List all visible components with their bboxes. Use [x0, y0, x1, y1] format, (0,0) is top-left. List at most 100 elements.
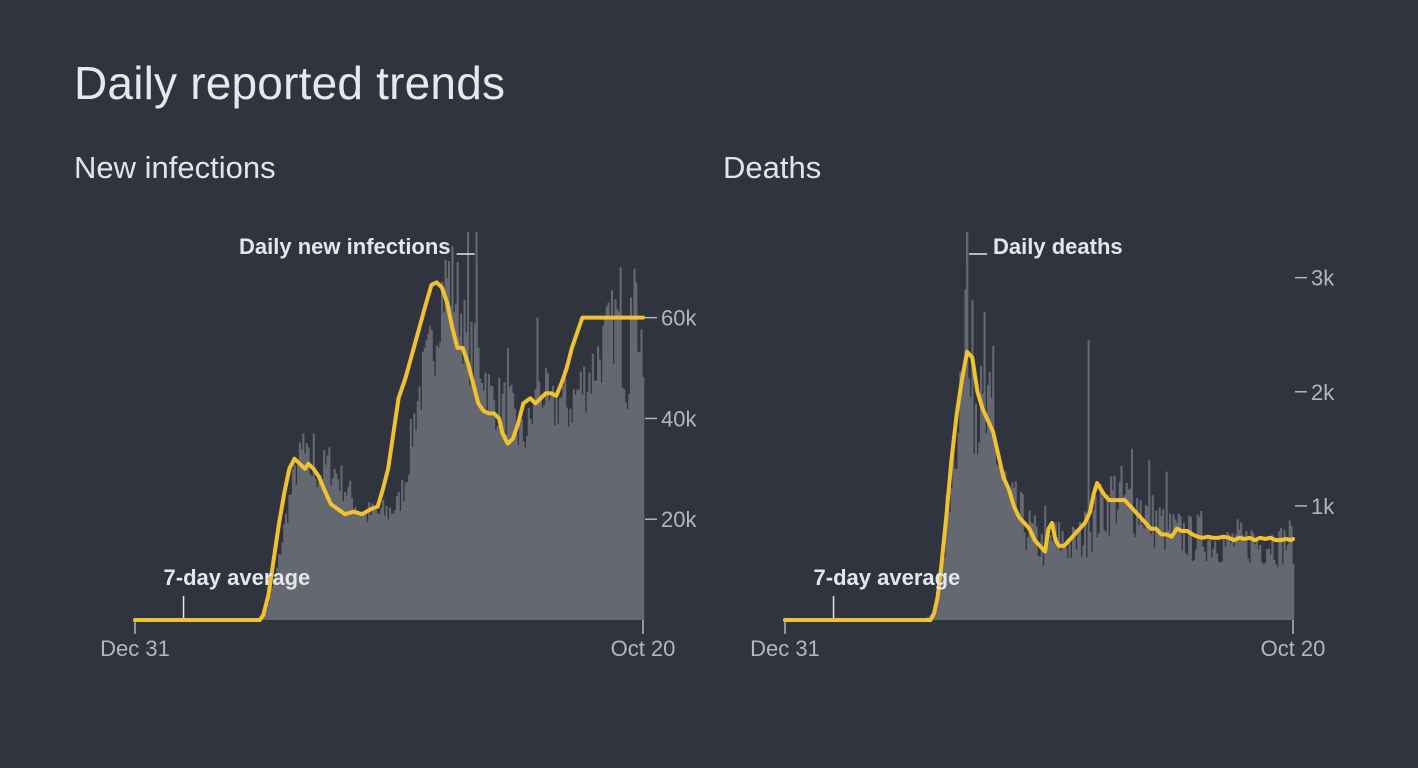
deaths-bar	[1085, 557, 1088, 620]
deaths-bar	[1248, 562, 1251, 620]
deaths-bar	[967, 378, 971, 620]
infections-bar	[354, 507, 357, 620]
deaths-y-tick-label: 3k	[1311, 266, 1335, 291]
deaths-bar	[1089, 532, 1092, 620]
infections-bar	[453, 312, 456, 620]
deaths-bar	[1080, 556, 1083, 620]
deaths-bar	[1009, 490, 1012, 620]
deaths-bar	[1234, 534, 1238, 620]
infections-bar	[598, 359, 601, 620]
infections-bar	[402, 501, 405, 620]
deaths-bar	[1201, 546, 1205, 620]
infections-bar	[288, 494, 291, 620]
infections-bar	[281, 542, 284, 620]
infections-bar	[302, 433, 305, 620]
deaths-bar	[1255, 540, 1258, 620]
deaths-bar	[1170, 536, 1173, 620]
deaths-bar	[1123, 495, 1127, 620]
infections-bar	[510, 384, 513, 620]
deaths-bar	[1224, 546, 1227, 620]
infections-bar	[307, 447, 310, 620]
infections-bar	[439, 342, 442, 620]
infections-bar	[623, 389, 626, 620]
infections-bar	[269, 594, 272, 620]
deaths-bar	[1188, 515, 1191, 620]
infections-bar	[366, 522, 369, 620]
deaths-bar	[1292, 563, 1295, 620]
deaths-bar	[952, 435, 955, 620]
infections-bar	[267, 604, 270, 620]
infections-bar	[361, 515, 364, 620]
infections-average-label: 7-day average	[164, 565, 311, 590]
deaths-bar	[1096, 537, 1099, 620]
infections-bar	[614, 299, 617, 620]
deaths-bar	[960, 372, 964, 620]
deaths-bar	[1198, 516, 1201, 620]
deaths-bar	[1200, 510, 1203, 620]
infections-bar	[357, 511, 360, 620]
infections-bar	[555, 395, 558, 620]
deaths-bar	[1227, 534, 1231, 620]
infections-bar	[470, 321, 473, 620]
deaths-bar	[1117, 509, 1120, 620]
infections-bar	[394, 510, 397, 620]
deaths-bar	[1094, 495, 1097, 620]
infections-bar	[404, 482, 407, 620]
deaths-bar	[1111, 489, 1114, 620]
deaths-bar	[1044, 505, 1047, 620]
infections-bar	[635, 282, 638, 620]
infections-bar	[477, 347, 480, 620]
infections-bar	[494, 429, 497, 620]
infections-bar	[633, 268, 636, 620]
infections-bar	[595, 380, 598, 620]
infections-bar	[499, 426, 503, 620]
deaths-bar	[1023, 532, 1026, 620]
deaths-bar	[1247, 558, 1250, 620]
deaths-bar	[1002, 477, 1005, 620]
infections-bar	[558, 398, 562, 620]
infections-bar	[350, 497, 353, 620]
deaths-bar	[1019, 492, 1023, 620]
deaths-bar	[1175, 522, 1179, 620]
deaths-x-start: Dec 31	[750, 620, 820, 661]
infections-bar	[619, 267, 622, 620]
deaths-bar	[1203, 551, 1206, 620]
infections-x-end: Oct 20	[611, 620, 675, 661]
deaths-y-tick-label: 2k	[1311, 380, 1335, 405]
deaths-bar-annotation: Daily deaths	[966, 232, 1123, 262]
deaths-bar	[1108, 535, 1111, 620]
deaths-bar	[1151, 495, 1154, 620]
infections-bar	[389, 507, 392, 620]
deaths-y-tick: 3k	[1295, 266, 1335, 291]
infections-y-tick-label: 40k	[661, 406, 697, 431]
deaths-bar	[1155, 510, 1158, 620]
deaths-bar	[1084, 511, 1087, 620]
deaths-bar	[981, 393, 984, 620]
deaths-bar	[1158, 507, 1161, 620]
deaths-bar	[1162, 509, 1165, 620]
infections-bar	[508, 386, 511, 620]
infections-bar	[312, 433, 315, 620]
deaths-bar	[1118, 482, 1121, 620]
infections-bar	[597, 346, 600, 620]
infections-y-tick: 20k	[645, 507, 697, 532]
infections-bar	[467, 232, 470, 620]
infections-bar	[314, 478, 317, 620]
deaths-bar	[1134, 537, 1137, 620]
deaths-bar	[1115, 523, 1118, 620]
deaths-bar	[1165, 471, 1168, 620]
deaths-bar	[1052, 542, 1055, 620]
deaths-bar	[1156, 528, 1160, 620]
infections-bar	[581, 394, 584, 620]
deaths-bar	[945, 494, 948, 620]
infections-bar	[534, 389, 537, 620]
deaths-bar	[1245, 531, 1248, 620]
infections-bar	[591, 353, 594, 620]
deaths-bar	[980, 365, 983, 620]
deaths-bar	[1253, 544, 1257, 620]
deaths-bar	[1174, 519, 1177, 620]
infections-bar	[586, 391, 589, 620]
infections-bar	[482, 390, 485, 620]
infections-bar	[617, 311, 620, 620]
